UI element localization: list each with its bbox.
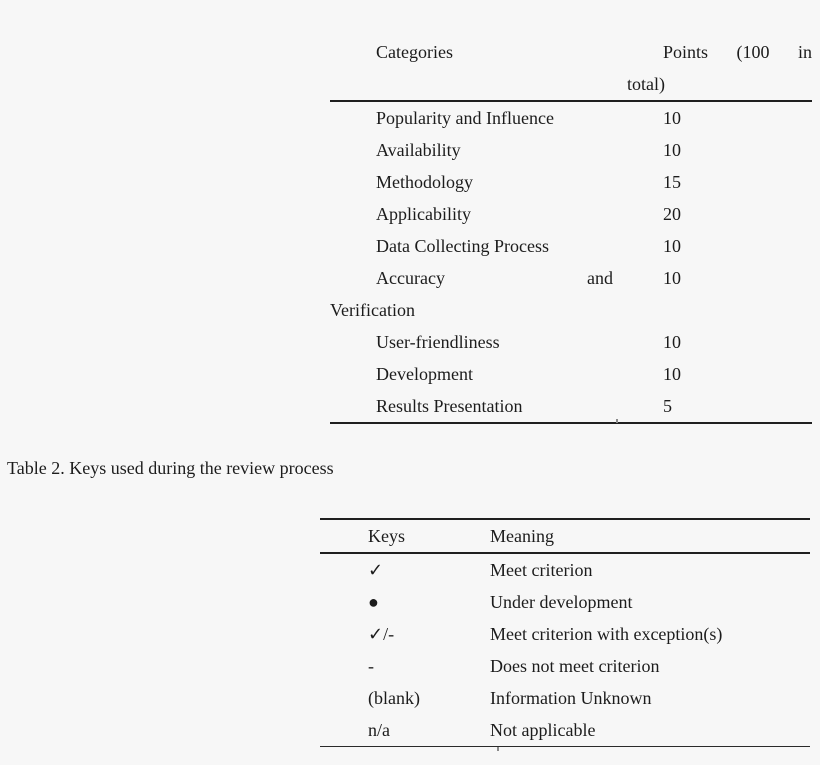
keys-table-body: ✓ Meet criterion ● Under development ✓/-… xyxy=(320,554,810,747)
points-cell: 20 xyxy=(663,204,681,224)
points-header-cell: Points (100 in total) xyxy=(627,36,812,100)
category-cell: User-friendliness xyxy=(376,332,500,352)
table-row: Availability 10 xyxy=(330,134,812,166)
category-cell: Applicability xyxy=(376,204,471,224)
points-cell-empty xyxy=(627,294,812,326)
points-cell: 10 xyxy=(663,236,681,256)
category-cell-line1: Accuracy and xyxy=(376,268,613,288)
points-cell: 5 xyxy=(663,396,672,416)
categories-table-body: Popularity and Influence 10 Availability… xyxy=(330,102,812,424)
table-row-continuation: Verification xyxy=(330,294,812,326)
category-cell: Results Presentation xyxy=(376,396,523,416)
key-symbol-cell: - xyxy=(368,656,374,676)
table-row: ✓/- Meet criterion with exception(s) xyxy=(320,618,810,650)
table-row: Accuracy and 10 xyxy=(330,262,812,294)
key-symbol-cell: ● xyxy=(368,592,379,612)
table-row: User-friendliness 10 xyxy=(330,326,812,358)
keys-header-cell: Keys xyxy=(368,526,405,546)
table-row: Methodology 15 xyxy=(330,166,812,198)
categories-header-cell: Categories xyxy=(376,42,453,62)
meaning-cell: Under development xyxy=(490,592,633,612)
key-symbol-cell: ✓/- xyxy=(368,624,395,644)
category-cell: Availability xyxy=(376,140,461,160)
points-header-line2: total) xyxy=(627,74,665,94)
table-row: Data Collecting Process 10 xyxy=(330,230,812,262)
table-row: ✓ Meet criterion xyxy=(320,554,810,586)
key-symbol-cell: n/a xyxy=(368,720,390,740)
points-cell: 10 xyxy=(663,268,681,288)
column-divider-tick xyxy=(497,747,499,751)
categories-points-table: Categories Points (100 in total) Popular… xyxy=(330,36,812,424)
meaning-cell: Information Unknown xyxy=(490,688,652,708)
meaning-cell: Meet criterion xyxy=(490,560,593,580)
keys-meaning-table: Keys Meaning ✓ Meet criterion ● Under de… xyxy=(320,518,810,747)
category-cell: Popularity and Influence xyxy=(376,108,554,128)
table-row: Applicability 20 xyxy=(330,198,812,230)
table-row: Popularity and Influence 10 xyxy=(330,102,812,134)
category-cell-line2: Verification xyxy=(330,300,415,320)
table-row: Development 10 xyxy=(330,358,812,390)
points-cell: 10 xyxy=(663,140,681,160)
column-divider-tick xyxy=(616,419,618,423)
meaning-cell: Not applicable xyxy=(490,720,596,740)
categories-table-header-row: Categories Points (100 in total) xyxy=(330,36,812,102)
points-cell: 10 xyxy=(663,108,681,128)
category-cell: Data Collecting Process xyxy=(376,236,549,256)
table-caption: Table 2. Keys used during the review pro… xyxy=(7,458,334,478)
key-symbol-cell: (blank) xyxy=(368,688,420,708)
points-cell: 10 xyxy=(663,332,681,352)
category-cell: Accuracy and xyxy=(330,262,627,294)
keys-table-header-row: Keys Meaning xyxy=(320,520,810,554)
table-row: n/a Not applicable xyxy=(320,714,810,746)
meaning-header-cell: Meaning xyxy=(490,526,554,546)
meaning-cell: Meet criterion with exception(s) xyxy=(490,624,723,644)
table-row: - Does not meet criterion xyxy=(320,650,810,682)
table-row: Results Presentation 5 xyxy=(330,390,812,422)
key-symbol-cell: ✓ xyxy=(368,560,384,580)
category-cell: Methodology xyxy=(376,172,473,192)
table-row: (blank) Information Unknown xyxy=(320,682,810,714)
meaning-cell: Does not meet criterion xyxy=(490,656,660,676)
points-cell: 10 xyxy=(663,364,681,384)
table-row: ● Under development xyxy=(320,586,810,618)
points-header-line1: Points (100 in xyxy=(663,42,812,62)
points-cell: 15 xyxy=(663,172,681,192)
category-cell: Development xyxy=(376,364,473,384)
